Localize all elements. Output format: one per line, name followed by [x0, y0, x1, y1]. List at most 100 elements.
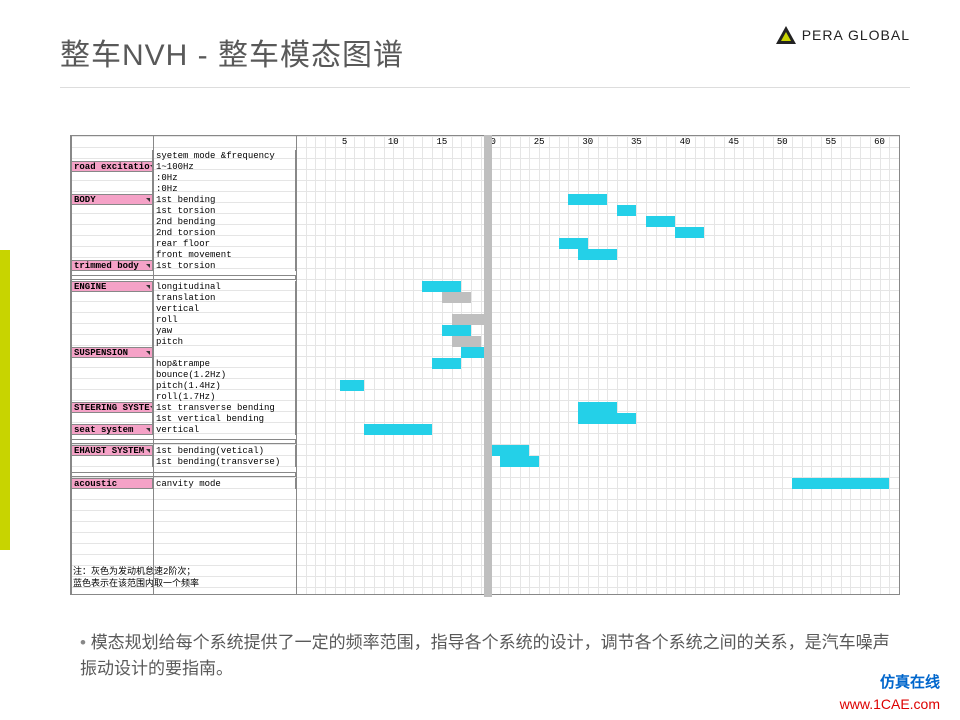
freq-bar [792, 478, 889, 489]
bar-area [296, 314, 899, 325]
freq-bar [578, 402, 617, 413]
category-cell: BODY [71, 194, 153, 205]
watermark-brand: 仿真在线 [880, 671, 940, 692]
freq-bar [442, 325, 471, 336]
mode-cell: 2nd torsion [153, 227, 296, 238]
logo-triangle-icon [776, 26, 796, 44]
category-cell [71, 369, 153, 380]
freq-bar [646, 216, 675, 227]
category-cell [71, 380, 153, 391]
mode-cell: 1st torsion [153, 205, 296, 216]
freq-bar [578, 249, 617, 260]
x-tick-label: 45 [728, 137, 739, 147]
x-tick-label: 25 [534, 137, 545, 147]
category-cell: road excitatio [71, 161, 153, 172]
x-tick-label: 5 [342, 137, 347, 147]
freq-bar [578, 413, 636, 424]
mode-cell: 1~100Hz [153, 161, 296, 172]
mode-cell: :0Hz [153, 172, 296, 183]
category-cell [71, 456, 153, 467]
chart-note: 注：灰色为发动机怠速2阶次； 蓝色表示在该范围内取一个频率 [73, 566, 199, 590]
header-divider [60, 87, 910, 88]
grid-v [899, 136, 900, 594]
category-cell [71, 303, 153, 314]
mode-cell: 1st torsion [153, 260, 296, 271]
category-cell: ENGINE [71, 281, 153, 292]
bar-area [296, 194, 899, 205]
category-cell: trimmed body [71, 260, 153, 271]
category-cell [71, 249, 153, 260]
x-tick-label: 15 [436, 137, 447, 147]
bar-area [296, 227, 899, 238]
mode-cell: hop&trampe [153, 358, 296, 369]
dropdown-marker-icon [146, 351, 150, 355]
freq-bar [364, 424, 432, 435]
category-cell: seat system [71, 424, 153, 435]
category-cell [71, 358, 153, 369]
category-cell: EHAUST SYSTEM [71, 445, 153, 456]
bar-area [296, 292, 899, 303]
x-tick-label: 35 [631, 137, 642, 147]
bar-area [296, 347, 899, 358]
x-tick-label: 50 [777, 137, 788, 147]
mode-cell: :0Hz [153, 183, 296, 194]
bar-area [296, 424, 899, 435]
bar-area [296, 445, 899, 456]
mode-cell: 2nd bending [153, 216, 296, 227]
bar-area [296, 249, 899, 260]
mode-cell: rear floor [153, 238, 296, 249]
bar-area [296, 380, 899, 391]
bar-area [296, 216, 899, 227]
mode-cell: longitudinal [153, 281, 296, 292]
bar-area [296, 205, 899, 216]
freq-bar [432, 358, 461, 369]
freq-bar [452, 336, 481, 347]
mode-cell: 1st vertical bending [153, 413, 296, 424]
dropdown-marker-icon [146, 449, 150, 453]
mode-cell: roll [153, 314, 296, 325]
mode-cell: vertical [153, 424, 296, 435]
category-cell [71, 336, 153, 347]
category-cell [71, 238, 153, 249]
category-cell [71, 183, 153, 194]
mode-cell: front movement [153, 249, 296, 260]
watermark-url: www.1CAE.com [840, 696, 940, 712]
mode-cell: translation [153, 292, 296, 303]
freq-bar [617, 205, 636, 216]
category-cell [71, 205, 153, 216]
section-gap [71, 275, 296, 280]
mode-cell: 1st transverse bending [153, 402, 296, 413]
category-cell [71, 314, 153, 325]
freq-bar [340, 380, 364, 391]
bar-area [296, 369, 899, 380]
freq-bar [568, 194, 607, 205]
mode-cell: pitch(1.4Hz) [153, 380, 296, 391]
mode-cell: bounce(1.2Hz) [153, 369, 296, 380]
bar-area [296, 413, 899, 424]
bar-area [296, 183, 899, 194]
freq-bar [422, 281, 461, 292]
dropdown-marker-icon [146, 198, 150, 202]
category-cell [71, 325, 153, 336]
category-cell: acoustic [71, 478, 153, 489]
mode-cell: yaw [153, 325, 296, 336]
mode-cell: pitch [153, 336, 296, 347]
bar-area [296, 325, 899, 336]
category-cell: STEERING SYSTE [71, 402, 153, 413]
mode-cell: canvity mode [153, 478, 296, 489]
mode-cell: 1st bending(vetical) [153, 445, 296, 456]
category-cell: SUSPENSION [71, 347, 153, 358]
bar-area [296, 172, 899, 183]
bar-area [296, 281, 899, 292]
bullet-text: 模态规划给每个系统提供了一定的频率范围，指导各个系统的设计，调节各个系统之间的关… [80, 630, 900, 682]
freq-bar [491, 445, 530, 456]
dropdown-marker-icon [146, 264, 150, 268]
bar-area [296, 150, 899, 161]
x-tick-label: 40 [680, 137, 691, 147]
x-tick-label: 60 [874, 137, 885, 147]
logo-text: PERA GLOBAL [802, 27, 910, 43]
category-cell [71, 413, 153, 424]
section-gap [71, 439, 296, 444]
freq-bar [442, 292, 471, 303]
bar-area [296, 260, 899, 271]
